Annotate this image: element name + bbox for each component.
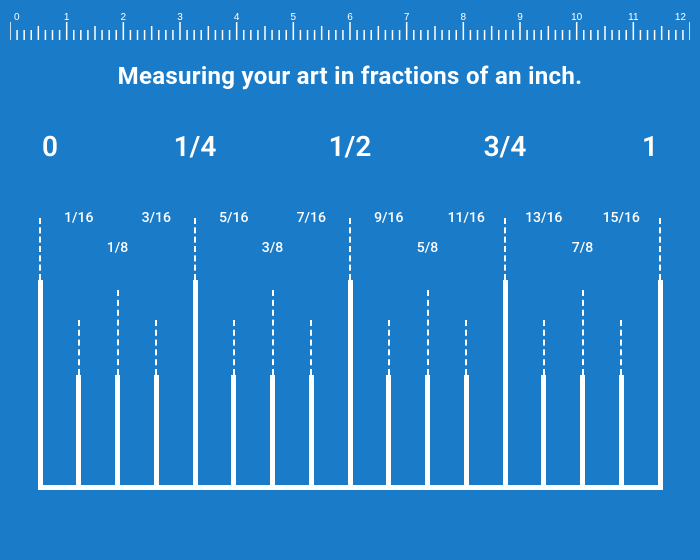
- tick-bar: [425, 375, 430, 490]
- svg-text:8: 8: [461, 12, 467, 23]
- tick-label: 7/8: [572, 240, 593, 256]
- tick-bar: [38, 280, 43, 490]
- top-ruler-svg: 0123456789101112: [10, 10, 690, 46]
- tick-dash: [504, 218, 506, 280]
- tick-bar: [231, 375, 236, 490]
- tick-label: 9/16: [374, 210, 403, 226]
- svg-text:6: 6: [347, 12, 353, 23]
- svg-text:11: 11: [628, 12, 639, 23]
- tick-bar: [115, 375, 120, 490]
- tick-dash: [543, 320, 545, 375]
- tick-label: 5/8: [417, 240, 438, 256]
- svg-text:9: 9: [517, 12, 523, 23]
- tick-bar: [386, 375, 391, 490]
- tick-label: 11/16: [448, 210, 485, 226]
- tick-bar: [464, 375, 469, 490]
- tick-label: 1/2: [329, 130, 372, 163]
- tick-dash: [620, 320, 622, 375]
- tick-label: 13/16: [525, 210, 562, 226]
- tick-label: 3/16: [142, 210, 171, 226]
- page-title: Measuring your art in fractions of an in…: [0, 62, 700, 90]
- tick-dash: [310, 320, 312, 375]
- svg-text:3: 3: [177, 12, 183, 23]
- main-ruler: 0 1/16 1/8 3/16 1/4 5/16 3/8 7/16 1/2 9/16 5/8 11/1…: [40, 130, 660, 490]
- tick-dash: [155, 320, 157, 375]
- tick-bar: [619, 375, 624, 490]
- tick-dash: [194, 218, 196, 280]
- tick-dash: [117, 290, 119, 375]
- tick-label: 7/16: [297, 210, 326, 226]
- svg-text:0: 0: [14, 12, 20, 23]
- svg-text:10: 10: [571, 12, 583, 23]
- svg-text:1: 1: [64, 12, 70, 23]
- tick-label: 1/16: [64, 210, 93, 226]
- svg-text:7: 7: [404, 12, 410, 23]
- tick-label: 3/4: [484, 130, 527, 163]
- tick-dash: [349, 218, 351, 280]
- svg-text:4: 4: [234, 12, 240, 23]
- tick-label: 1/4: [174, 130, 217, 163]
- tick-label: 1: [642, 130, 658, 163]
- tick-bar: [348, 280, 353, 490]
- svg-text:12: 12: [675, 12, 687, 23]
- tick-dash: [427, 290, 429, 375]
- tick-dash: [659, 218, 661, 280]
- tick-dash: [39, 218, 41, 280]
- tick-bar: [658, 280, 663, 490]
- tick-bar: [154, 375, 159, 490]
- tick-dash: [78, 320, 80, 375]
- svg-text:5: 5: [291, 12, 297, 23]
- tick-label: 1/8: [107, 240, 128, 256]
- tick-label: 15/16: [603, 210, 640, 226]
- tick-bar: [76, 375, 81, 490]
- tick-bar: [309, 375, 314, 490]
- svg-text:2: 2: [121, 12, 127, 23]
- tick-dash: [465, 320, 467, 375]
- tick-bar: [580, 375, 585, 490]
- tick-bar: [193, 280, 198, 490]
- top-ruler: 0123456789101112: [10, 10, 690, 46]
- tick-dash: [272, 290, 274, 375]
- tick-label: 0: [42, 130, 58, 163]
- tick-dash: [582, 290, 584, 375]
- tick-dash: [233, 320, 235, 375]
- tick-dash: [388, 320, 390, 375]
- tick-bar: [541, 375, 546, 490]
- tick-bar: [270, 375, 275, 490]
- tick-label: 5/16: [219, 210, 248, 226]
- tick-label: 3/8: [262, 240, 283, 256]
- tick-bar: [503, 280, 508, 490]
